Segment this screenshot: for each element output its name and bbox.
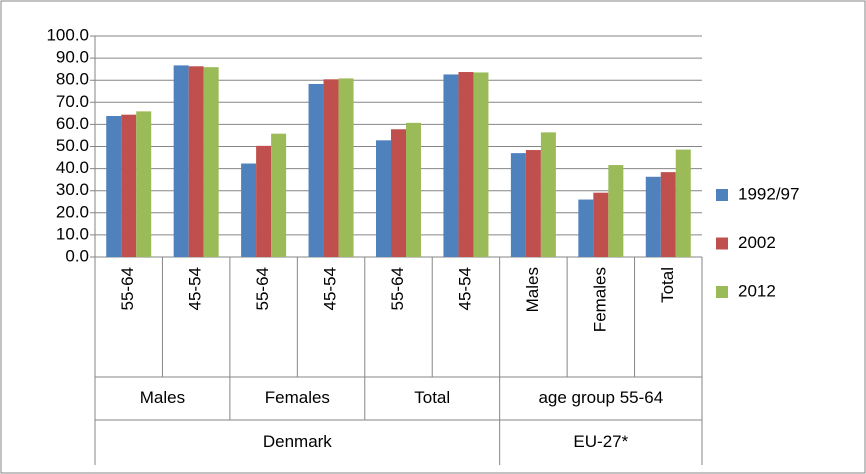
subgroup-label: age group 55-64 (538, 388, 663, 407)
x-tick-label: 55-64 (253, 267, 272, 310)
bar (473, 72, 489, 257)
y-tick-label: 40.0 (56, 158, 89, 177)
x-tick-label: 45-54 (455, 267, 474, 310)
bar (645, 176, 661, 257)
bar (106, 116, 122, 257)
x-tick-label: Females (590, 267, 609, 332)
x-tick-label: 55-64 (118, 267, 137, 310)
bar (608, 165, 624, 257)
bar (308, 83, 324, 257)
bar (188, 66, 204, 257)
bar (593, 192, 609, 257)
y-tick-label: 70.0 (56, 92, 89, 111)
bar (675, 149, 691, 257)
x-tick-label: 55-64 (388, 267, 407, 310)
subgroup-label: Females (265, 388, 330, 407)
subgroup-label: Total (414, 388, 450, 407)
bar (458, 72, 474, 257)
bar (510, 153, 526, 257)
x-tick-label: Males (523, 267, 542, 312)
group-label: Denmark (263, 432, 332, 451)
legend-swatch (716, 286, 728, 298)
y-tick-label: 80.0 (56, 70, 89, 89)
bar (338, 78, 354, 257)
legend-label: 2002 (738, 233, 776, 252)
group-label: EU-27* (573, 432, 628, 451)
bar (121, 114, 137, 258)
bar (660, 172, 676, 257)
y-tick-label: 10.0 (56, 224, 89, 243)
y-tick-label: 100.0 (46, 25, 89, 44)
bar (578, 199, 594, 257)
bar (203, 67, 219, 257)
bar (376, 140, 391, 257)
legend-label: 1992/97 (738, 184, 799, 203)
subgroup-label: Males (140, 388, 185, 407)
y-tick-label: 30.0 (56, 180, 89, 199)
x-tick-label: 45-54 (186, 267, 205, 310)
bar (271, 133, 287, 257)
legend-swatch (716, 237, 728, 250)
bar (443, 74, 459, 257)
bar (323, 79, 339, 257)
y-tick-label: 90.0 (56, 48, 89, 67)
bar (540, 132, 556, 257)
y-tick-label: 60.0 (56, 114, 89, 133)
y-tick-label: 0.0 (65, 246, 89, 265)
bar (406, 122, 421, 257)
y-tick-label: 50.0 (56, 136, 89, 155)
legend-label: 2012 (738, 281, 776, 300)
bar (173, 65, 189, 257)
y-tick-label: 20.0 (56, 202, 89, 221)
x-tick-label: 45-54 (321, 267, 340, 310)
bar (525, 150, 541, 257)
bar (136, 111, 152, 258)
bar (256, 145, 272, 257)
x-tick-label: Total (658, 267, 677, 303)
legend-swatch (716, 189, 728, 201)
bar (241, 163, 257, 257)
bar (391, 129, 406, 257)
